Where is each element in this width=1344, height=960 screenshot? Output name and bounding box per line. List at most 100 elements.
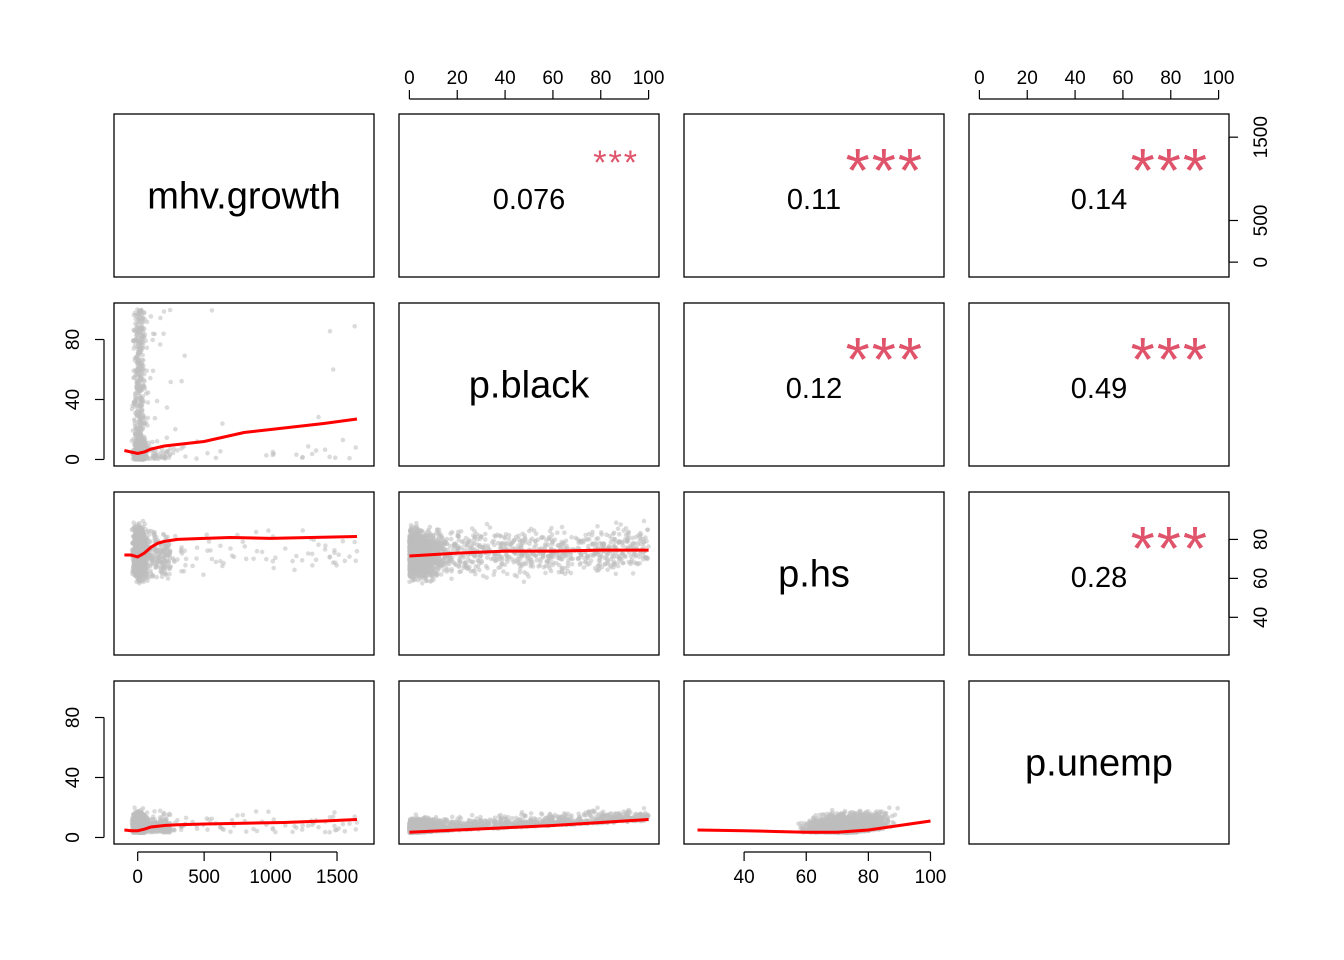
scatter-point <box>164 405 170 410</box>
scatter-point <box>316 414 321 420</box>
scatter-point <box>264 556 269 562</box>
scatter-point <box>134 338 140 344</box>
scatter-point <box>559 524 565 530</box>
scatter-point <box>201 572 206 577</box>
scatter-point <box>327 554 333 559</box>
scatter-point <box>322 447 328 453</box>
scatter-point <box>140 345 145 351</box>
scatter-point <box>137 578 143 584</box>
scatter-point <box>613 520 619 525</box>
scatter-point <box>616 531 622 537</box>
scatter-point <box>309 551 315 557</box>
scatter-point <box>420 581 425 586</box>
scatter-point <box>179 378 184 384</box>
scatter-point <box>334 563 339 568</box>
scatter-point <box>220 563 225 569</box>
scatter-point <box>566 558 571 563</box>
scatter-point <box>159 447 165 453</box>
scatter-point <box>157 450 163 456</box>
scatter-point <box>132 524 137 529</box>
scatter-point <box>336 552 342 557</box>
scatter-point <box>313 448 319 453</box>
scatter-point <box>305 551 311 556</box>
scatter-point <box>132 418 138 424</box>
scatter-point <box>170 450 176 456</box>
scatter-point <box>353 445 359 450</box>
scatter-point <box>133 564 138 570</box>
scatter-point <box>145 400 151 405</box>
scatter-point <box>253 529 259 535</box>
scatter-point <box>183 556 189 562</box>
scatter-point <box>163 564 168 570</box>
scatter-point <box>150 439 155 445</box>
scatter-point <box>140 426 146 431</box>
scatter-point <box>132 404 138 409</box>
scatter-point <box>142 521 148 527</box>
scatter-point <box>173 426 178 432</box>
scatter-point <box>294 452 299 458</box>
scatter-point <box>309 451 315 457</box>
scatter-point <box>173 533 178 539</box>
scatter-point <box>132 310 138 316</box>
scatter-point <box>623 526 629 531</box>
scatter-point <box>168 379 173 385</box>
scatter-point <box>300 454 306 460</box>
scatter-point <box>148 570 154 576</box>
scatter-point <box>310 563 315 568</box>
scatter-point <box>151 454 157 460</box>
scatter-point <box>171 446 177 452</box>
scatter-point <box>138 564 144 569</box>
scatter-point <box>154 398 160 404</box>
scatter-point <box>131 400 137 405</box>
scatter-point <box>141 534 147 540</box>
scatter-point <box>305 444 311 449</box>
scatter-point <box>183 454 188 459</box>
scatter-point <box>340 538 346 544</box>
scatter-point <box>138 569 144 574</box>
scatter-point <box>548 568 554 574</box>
scatter-point <box>170 556 176 561</box>
scatter-point <box>593 541 598 546</box>
scatter-point <box>332 548 337 553</box>
scatter-point <box>327 328 333 334</box>
scatter-point <box>134 332 139 338</box>
scatter-point <box>330 367 336 372</box>
scatter-point <box>132 343 138 348</box>
scatter-point <box>179 551 185 556</box>
scatter-point <box>313 557 319 563</box>
scatter-point <box>499 555 505 560</box>
scatter-point <box>183 562 188 568</box>
scatter-point <box>162 554 167 559</box>
scatter-point <box>643 535 648 540</box>
scatter-point <box>292 567 297 573</box>
scatter-point <box>164 435 170 441</box>
scatter-point <box>145 574 150 579</box>
scatter-point <box>352 324 358 329</box>
scatter-point <box>205 450 210 456</box>
scatter-point <box>556 562 562 568</box>
scatter-point <box>137 520 142 526</box>
scatter-point <box>205 548 210 553</box>
scatter-point <box>271 565 277 571</box>
scatter-point <box>150 331 156 337</box>
scatter-point <box>133 445 139 450</box>
scatter-point <box>145 415 151 421</box>
scatter-point <box>569 561 575 567</box>
scatter-point <box>194 556 199 561</box>
scatter-point <box>218 543 223 549</box>
scatter-point <box>354 548 360 554</box>
scatter-point <box>353 558 359 564</box>
scatter-point <box>449 576 454 582</box>
scatter-point <box>132 328 137 334</box>
scatter-point <box>618 522 623 527</box>
scatter-point <box>516 533 521 539</box>
scatter-point <box>206 539 212 544</box>
scatter-point <box>147 563 153 569</box>
scatter-point <box>157 342 163 347</box>
scatter-point <box>512 537 517 543</box>
scatter-point <box>150 368 156 374</box>
scatter-point <box>157 560 163 565</box>
scatter-point <box>504 571 510 577</box>
scatter-point <box>615 526 621 531</box>
